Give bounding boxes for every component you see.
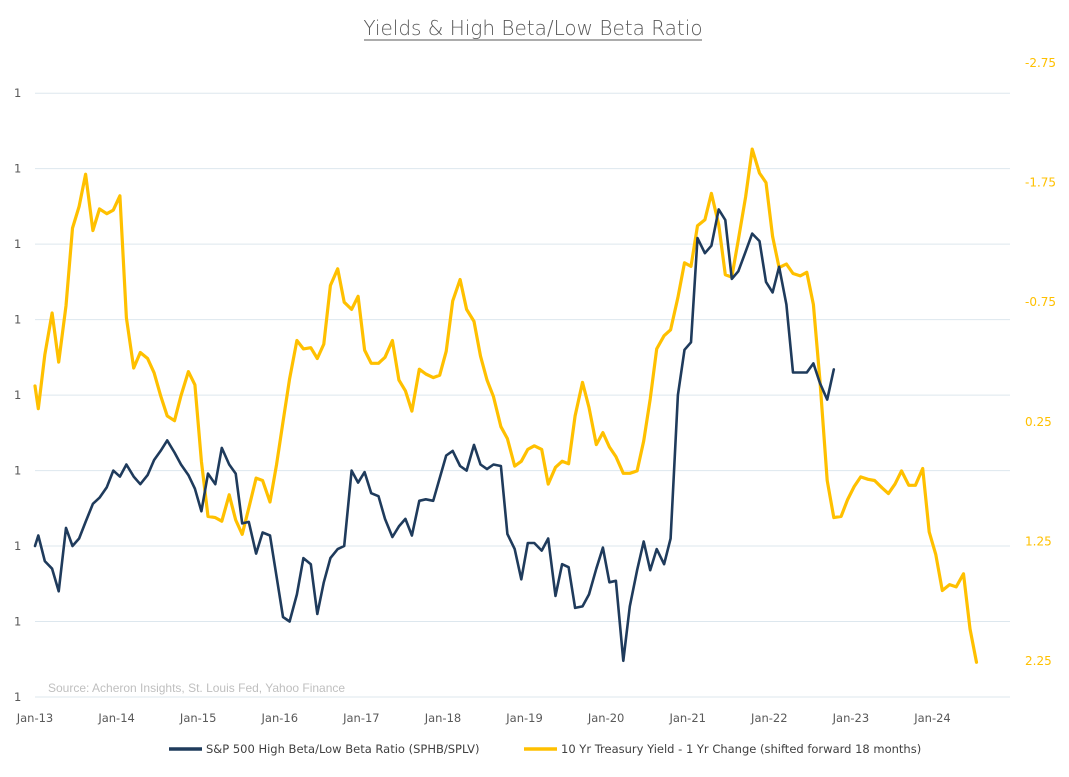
right-tick-label: 1.25	[1025, 534, 1052, 548]
chart-title: Yields & High Beta/Low Beta Ratio	[363, 16, 702, 40]
right-tick-label: 0.25	[1025, 415, 1052, 429]
x-tick-label: Jan-13	[16, 711, 54, 725]
x-axis: Jan-13 Jan-14 Jan-15 Jan-16 Jan-17 Jan-18 Jan-…	[16, 711, 951, 725]
left-tick-label: 1	[14, 313, 21, 327]
right-axis: -2.75 -1.75 -0.75 0.25 1.25 2.25	[1025, 56, 1056, 668]
left-tick-label: 1	[14, 388, 21, 402]
right-tick-label: -2.75	[1025, 56, 1056, 70]
x-tick-label: Jan-19	[505, 711, 543, 725]
right-tick-label: -0.75	[1025, 295, 1056, 309]
x-tick-label: Jan-20	[587, 711, 625, 725]
x-tick-label: Jan-23	[832, 711, 870, 725]
right-tick-label: -1.75	[1025, 176, 1056, 190]
gridlines	[35, 92, 1010, 698]
source-note: Source: Acheron Insights, St. Louis Fed,…	[48, 681, 345, 695]
left-tick-label: 1	[14, 690, 21, 704]
left-axis: 1 1 1 1 1 1 1 1 1	[14, 86, 21, 704]
series-line-ratio	[33, 208, 836, 663]
left-tick-label: 1	[14, 237, 21, 251]
legend-label-ratio: S&P 500 High Beta/Low Beta Ratio (SPHB/S…	[206, 742, 479, 756]
left-tick-label: 1	[14, 539, 21, 553]
left-tick-label: 1	[14, 86, 21, 100]
x-tick-label: Jan-22	[750, 711, 788, 725]
legend-label-yield: 10 Yr Treasury Yield - 1 Yr Change (shif…	[561, 742, 921, 756]
x-tick-label: Jan-16	[261, 711, 299, 725]
legend: S&P 500 High Beta/Low Beta Ratio (SPHB/S…	[169, 742, 921, 756]
left-tick-label: 1	[14, 162, 21, 176]
right-tick-label: 2.25	[1025, 654, 1052, 668]
left-tick-label: 1	[14, 615, 21, 629]
plot-area	[33, 147, 979, 664]
x-tick-label: Jan-24	[913, 711, 951, 725]
x-tick-label: Jan-14	[97, 711, 135, 725]
x-tick-label: Jan-18	[424, 711, 462, 725]
x-tick-label: Jan-17	[342, 711, 380, 725]
x-tick-label: Jan-15	[179, 711, 217, 725]
left-tick-label: 1	[14, 464, 21, 478]
series-line-yield	[33, 147, 979, 664]
x-tick-label: Jan-21	[668, 711, 706, 725]
